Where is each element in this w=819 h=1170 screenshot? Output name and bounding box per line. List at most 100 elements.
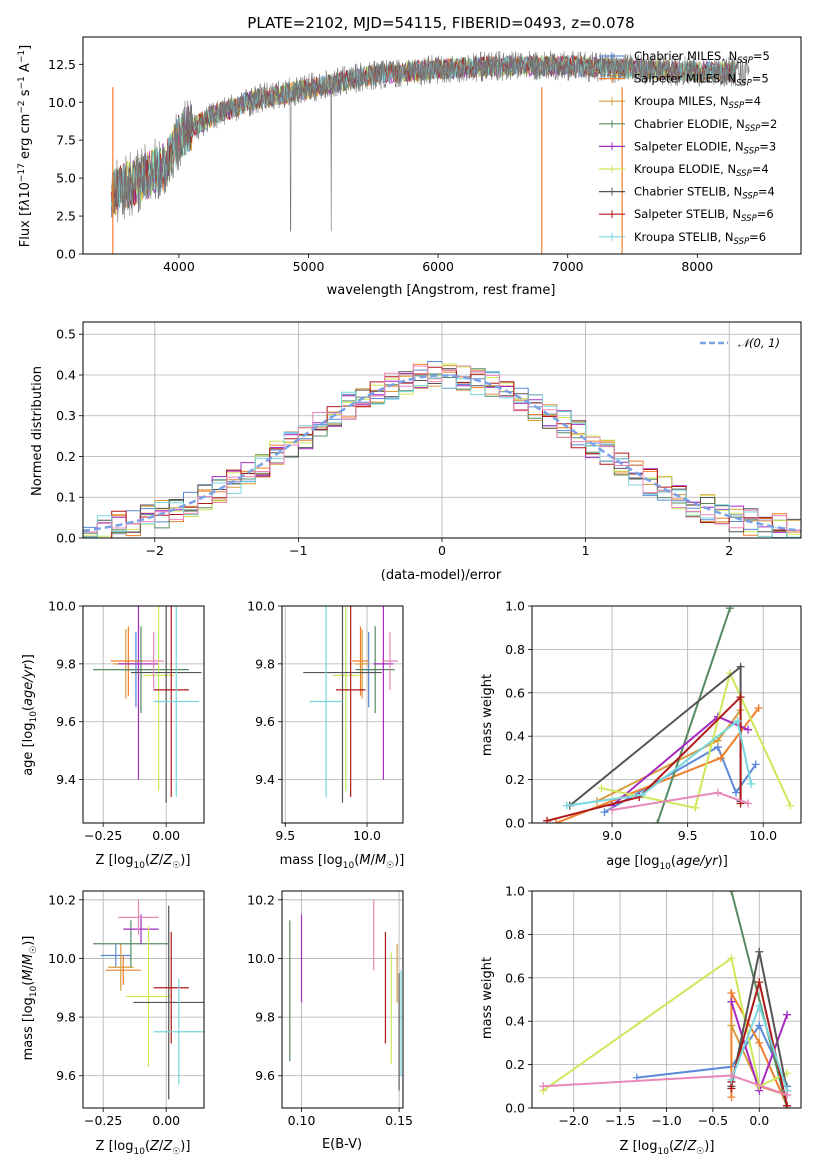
mass-vs-ebv-panel: 0.10 0.15 9.6 9.8 10.0 10.2 [247, 890, 413, 1128]
plot-area [303, 606, 399, 803]
legend-label: Chabrier ELODIE, NSSP=2 [634, 117, 777, 134]
x-tick-label: 10.0 [749, 828, 777, 843]
mwAge-ylabel: mass weight [480, 674, 495, 756]
spectrum-ylabel: Flux [fλ10−17 erg cm−2 s−1 A−1] [17, 45, 33, 247]
y-tick-label: 0.0 [505, 1101, 525, 1116]
ticks: −2 −1 0 1 2 0.0 0.1 0.2 0.3 0.4 0.5 [56, 327, 733, 558]
marker-salpeter-miles [727, 1093, 736, 1102]
y-tick-label: 9.8 [56, 656, 76, 671]
marker-kroupa-elodie [691, 803, 700, 812]
marker-kroupa-miles [727, 1021, 736, 1030]
x-tick-label: 0.00 [152, 1113, 180, 1128]
marker-kroupa-stelib [755, 1002, 764, 1011]
y-tick-label: 9.6 [255, 714, 275, 729]
x-tick-label: −1 [289, 543, 307, 558]
marker-salpeter-stelib [755, 978, 764, 987]
marker-pink [608, 805, 617, 814]
marker-salpeter-stelib [783, 1101, 792, 1108]
line-chabrier-elodie [730, 891, 789, 1108]
spectrum-kroupa-stelib [111, 55, 737, 215]
mZ-ylabel: mass [log10(M/M☉)] [21, 936, 39, 1061]
spectrum-panel: 4000 5000 6000 7000 8000 0.0 2.5 5.0 7.5 10.0 12.5 [48, 36, 802, 274]
y-tick-label: 0.2 [505, 772, 525, 787]
legend-rest: =6 [749, 230, 766, 244]
legend-sub: SSP [736, 169, 752, 179]
y-tick-label: 9.6 [255, 1068, 275, 1083]
axes-frame [82, 321, 802, 539]
y-tick-label: 10.0 [247, 951, 275, 966]
marker-chabrier-elodie [653, 819, 662, 823]
y-tick-label: 0.1 [56, 490, 76, 505]
marker-salpeter-miles [754, 703, 763, 712]
line-chabrier-elodie [656, 607, 731, 823]
legend-rest: =4 [758, 185, 775, 199]
y-tick-label: 1.0 [505, 884, 525, 899]
line-salpeter-stelib [546, 694, 742, 822]
x-tick-label: 1 [582, 543, 590, 558]
y-tick-label: 0.2 [505, 1057, 525, 1072]
massweight-vs-age-panel: 9.0 9.5 10.0 0.0 0.2 0.4 0.6 0.8 1.0 [505, 599, 802, 843]
line-pink [543, 1074, 788, 1096]
legend-rest: =4 [744, 94, 761, 108]
x-tick-label: −1.5 [605, 1113, 635, 1128]
axes-frame [531, 605, 802, 824]
legend-sub: SSP [737, 56, 753, 66]
legend-label: Salpeter STELIB, NSSP=6 [634, 207, 774, 224]
marker-kroupa-stelib [733, 717, 742, 726]
ageM-xlabel: mass [log10(M/M☉)] [280, 853, 405, 871]
y-tick-label: 10.0 [48, 599, 76, 614]
legend-label: Kroupa MILES, NSSP=4 [634, 94, 761, 111]
legend-label: Salpeter ELODIE, NSSP=3 [634, 139, 776, 156]
x-tick-label: 0.15 [385, 1113, 413, 1128]
axes-frame [82, 890, 205, 1109]
mwZ-ylabel: mass weight [480, 957, 495, 1039]
marker-salpeter-elodie [744, 725, 753, 734]
line-kroupa-stelib [566, 719, 753, 807]
marker-salpeter-stelib [736, 693, 745, 702]
marker-pink [727, 1071, 736, 1080]
x-tick-label: 9.5 [678, 828, 698, 843]
spectrum-title: PLATE=2102, MJD=54115, FIBERID=0493, z=0… [247, 14, 634, 32]
y-tick-label: 0.8 [505, 642, 525, 657]
plot-area [539, 891, 792, 1108]
grid [83, 891, 204, 1108]
legend-rest: =6 [757, 207, 774, 221]
legend-rest: =5 [753, 49, 770, 63]
marker-pink [713, 788, 722, 797]
x-tick-label: 7000 [552, 259, 584, 274]
histogram-salpeter-stelib [83, 366, 801, 538]
x-tick-label: −2.0 [559, 1113, 589, 1128]
legend-label: Salpeter MILES, NSSP=5 [634, 72, 769, 89]
x-tick-label: 4000 [163, 259, 195, 274]
ticks: 0.10 0.15 9.6 9.8 10.0 10.2 [247, 892, 413, 1128]
y-tick-label: 10.2 [247, 892, 275, 907]
ticks: 4000 5000 6000 7000 8000 0.0 2.5 5.0 7.5 10.0 12.5 [48, 57, 713, 274]
marker-salpeter-miles [755, 1038, 764, 1047]
y-tick-label: 0.0 [56, 247, 76, 262]
y-tick-label: 12.5 [48, 57, 76, 72]
spectrum-xlabel: wavelength [Angstrom, rest frame] [327, 283, 556, 298]
marker-chabrier-elodie [725, 606, 734, 613]
legend-label: Kroupa STELIB, NSSP=6 [634, 230, 766, 247]
legend-rest: =5 [752, 72, 769, 86]
residuals-xlabel: (data-model)/error [381, 568, 502, 583]
ticks: −0.25 0.00 9.6 9.8 10.0 10.2 [48, 892, 180, 1128]
axes-frame [82, 36, 802, 255]
marker-salpeter-miles [716, 753, 725, 762]
plot-area [543, 606, 795, 823]
x-tick-label: −0.25 [84, 1113, 122, 1128]
legend-sub: SSP [734, 237, 750, 247]
marker-kroupa-stelib [638, 790, 647, 799]
marker-salpeter-miles [727, 988, 736, 997]
plot-area [93, 606, 202, 803]
x-tick-label: 9.5 [275, 828, 295, 843]
x-tick-label: 5000 [293, 259, 325, 274]
y-tick-label: 10.0 [48, 951, 76, 966]
x-tick-label: 0.0 [749, 1113, 769, 1128]
x-tick-label: −0.25 [84, 828, 122, 843]
grid [532, 605, 801, 824]
marker-salpeter-elodie [783, 1010, 792, 1019]
x-tick-label: −0.5 [698, 1113, 728, 1128]
residuals-ylabel: Normed distribution [30, 366, 45, 496]
marker-pink [783, 1090, 792, 1099]
